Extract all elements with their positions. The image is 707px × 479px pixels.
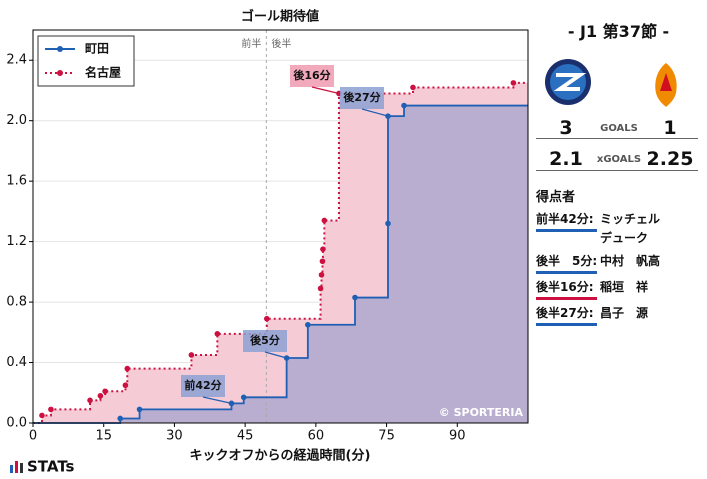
shot-point bbox=[318, 272, 325, 278]
annotation-arrow bbox=[311, 86, 340, 95]
brand: STATs bbox=[27, 458, 75, 476]
scorers-title: 得点者 bbox=[536, 190, 576, 205]
y-tick-label: 1.2 bbox=[6, 234, 27, 249]
away-goals: 1 bbox=[663, 117, 677, 139]
y-tick-label: 0.8 bbox=[6, 295, 27, 310]
shot-point bbox=[188, 352, 195, 358]
x-tick-label: 75 bbox=[378, 429, 395, 444]
scorer-row: 後半27分: 昌子 源 bbox=[536, 304, 670, 326]
shot-point bbox=[352, 294, 358, 301]
shot-point bbox=[320, 246, 326, 252]
shot-point bbox=[214, 331, 221, 337]
annotation-box bbox=[243, 330, 287, 352]
annotation: 前42分 bbox=[184, 378, 221, 392]
scorer-name: ミッチェル デューク bbox=[600, 212, 661, 245]
legend-label: 名古屋 bbox=[85, 65, 121, 80]
shot-point bbox=[317, 285, 324, 292]
shot-point bbox=[240, 394, 247, 401]
scorers-list: 前半42分: ミッチェル デューク 後半 5分: 中村 帆高 後半16分: 稲垣 祥後半2… bbox=[536, 210, 670, 330]
legend-box bbox=[37, 35, 135, 87]
x-tick-label: 30 bbox=[166, 429, 183, 444]
watermark: © SPORTERIA bbox=[439, 406, 524, 419]
xg-row: 2.1 xGOALS 2.25 bbox=[536, 148, 698, 171]
shot-point bbox=[228, 400, 235, 407]
annotation: 後27分 bbox=[343, 90, 380, 104]
shot-point bbox=[264, 315, 270, 322]
shot-point bbox=[117, 415, 124, 422]
team-logos bbox=[545, 59, 677, 107]
annotation-arrow bbox=[202, 396, 232, 404]
y-tick-label: 0.4 bbox=[6, 355, 27, 370]
scorer-time: 前半42分: bbox=[536, 210, 597, 232]
shot-point bbox=[283, 355, 290, 361]
scorer-row: 後半16分: 稲垣 祥 bbox=[536, 278, 670, 300]
shot-point bbox=[401, 102, 407, 109]
goals-row: 3 GOALS 1 bbox=[536, 117, 698, 139]
shot-point bbox=[510, 80, 517, 86]
scorer-time: 後半16分: bbox=[536, 278, 597, 300]
x-axis-label: キックオフからの経過時間(分) bbox=[190, 448, 371, 464]
shot-point bbox=[102, 388, 108, 395]
match-title: - J1 第37節 - bbox=[567, 22, 670, 41]
annotation-box bbox=[340, 87, 384, 109]
shot-point bbox=[124, 365, 131, 372]
xg-label: xGOALS bbox=[596, 153, 642, 165]
scorer-time: 後半27分: bbox=[536, 304, 597, 326]
half-label: 後半 bbox=[271, 37, 291, 50]
area bbox=[33, 105, 528, 424]
x-tick-label: 0 bbox=[29, 429, 37, 444]
shot-point bbox=[321, 217, 328, 224]
home-xg: 2.1 bbox=[549, 148, 583, 170]
plot-frame bbox=[32, 29, 529, 424]
half-label: 前半 bbox=[241, 37, 261, 50]
y-tick-label: 0.0 bbox=[6, 416, 27, 431]
scorer-name: 稲垣 祥 bbox=[600, 280, 649, 294]
x-tick-label: 45 bbox=[237, 429, 254, 444]
shot-point bbox=[385, 220, 391, 227]
scorer-name: 中村 帆高 bbox=[600, 254, 661, 268]
scorer-row: 前半42分: ミッチェル デューク bbox=[536, 210, 670, 248]
legend-marker bbox=[57, 46, 63, 52]
brand-icon bbox=[10, 461, 23, 473]
legend-label: 町田 bbox=[85, 42, 109, 56]
chart-title: ゴール期待値 bbox=[241, 9, 319, 25]
home-goals: 3 bbox=[559, 117, 573, 139]
y-tick-label: 2.4 bbox=[6, 53, 27, 68]
annotation: 後16分 bbox=[293, 68, 330, 82]
y-tick-label: 2.0 bbox=[6, 113, 27, 128]
scorer-name: 昌子 源 bbox=[600, 306, 649, 320]
x-tick-label: 60 bbox=[308, 429, 325, 444]
scorer-time: 後半 5分: bbox=[536, 252, 597, 274]
away-xg: 2.25 bbox=[646, 148, 694, 170]
shot-point bbox=[122, 382, 129, 389]
y-tick-label: 1.6 bbox=[6, 174, 27, 189]
shot-point bbox=[319, 258, 326, 265]
annotation: 後5分 bbox=[250, 333, 280, 347]
annotation-box bbox=[181, 375, 225, 397]
goals-label: GOALS bbox=[600, 122, 638, 134]
legend-marker bbox=[57, 70, 63, 76]
shot-point bbox=[305, 321, 311, 328]
annotation-arrow bbox=[361, 108, 389, 117]
annotation-arrow bbox=[264, 351, 287, 359]
shot-point bbox=[87, 397, 93, 404]
shot-point bbox=[39, 412, 45, 419]
shot-point bbox=[97, 392, 104, 399]
x-tick-label: 90 bbox=[449, 429, 466, 444]
scorer-row: 後半 5分: 中村 帆高 bbox=[536, 252, 670, 274]
annotation-box bbox=[290, 65, 334, 87]
shot-point bbox=[410, 84, 416, 91]
shot-point bbox=[48, 406, 54, 413]
shot-point bbox=[136, 406, 143, 413]
x-tick-label: 15 bbox=[95, 429, 112, 444]
